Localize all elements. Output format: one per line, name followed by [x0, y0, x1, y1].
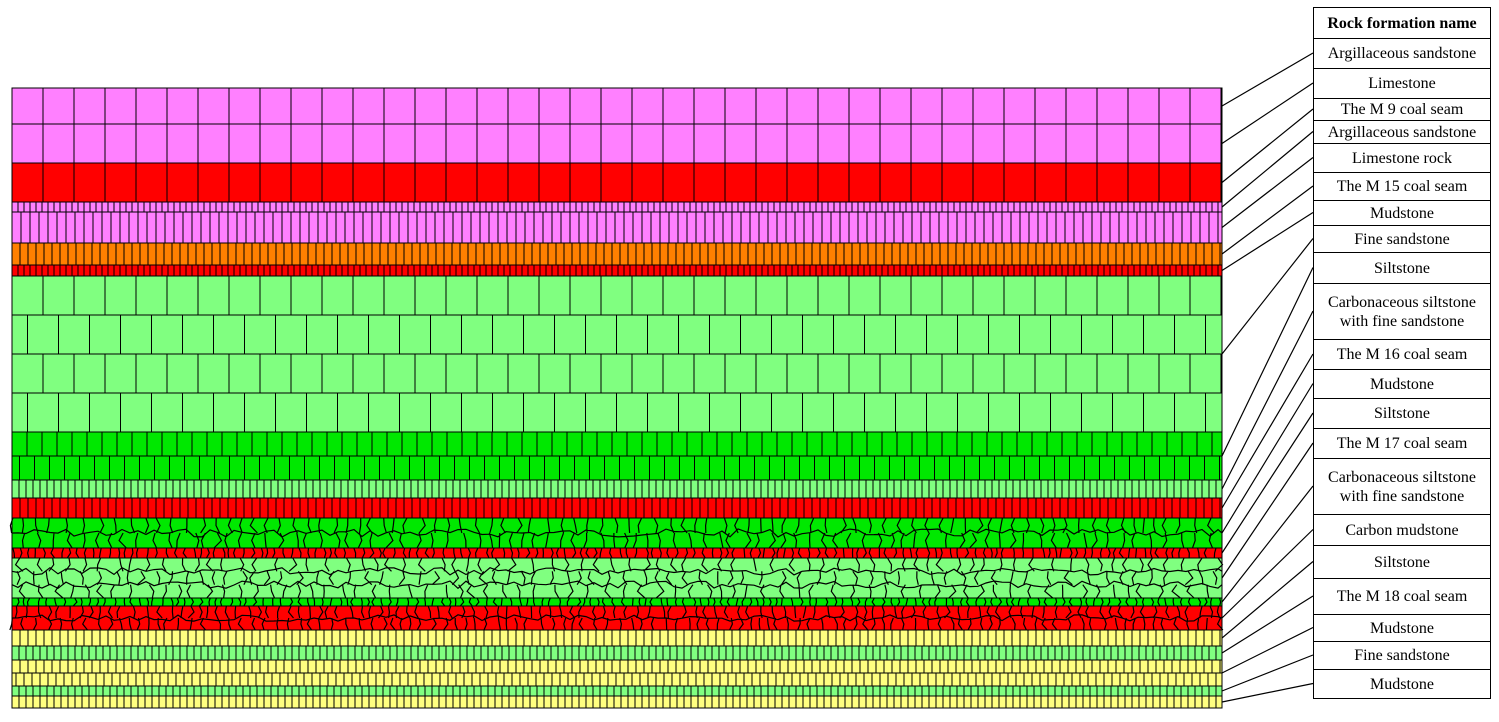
layer-fill [11, 211, 1223, 244]
legend-item: The M 18 coal seam [1314, 578, 1490, 614]
legend-item: Siltstone [1314, 252, 1490, 283]
layer-fill [11, 557, 1223, 599]
strata-layer [11, 242, 1223, 266]
strata-layer [11, 211, 1223, 244]
strata-model [9, 87, 1224, 709]
strata-layer [11, 685, 1223, 697]
strata-layer [11, 547, 1223, 559]
strata-layer [11, 479, 1223, 499]
legend-item: Limestone rock [1314, 143, 1490, 172]
strata-layer [11, 162, 1223, 203]
layer-fill [11, 201, 1223, 213]
legend-item: Carbonaceous siltstone with fine sandsto… [1314, 458, 1490, 514]
legend-item: Mudstone [1314, 369, 1490, 398]
strata-layer [11, 275, 1223, 433]
strata-layer [9, 517, 1223, 549]
strata-layer [11, 431, 1223, 481]
strata-layer [11, 557, 1224, 599]
legend-item: Carbon mudstone [1314, 514, 1490, 545]
legend-item: Argillaceous sandstone [1314, 120, 1490, 143]
legend-item: Mudstone [1314, 614, 1490, 641]
legend-item: Mudstone [1314, 669, 1490, 698]
strata-layer [11, 87, 1223, 125]
strata-layer [11, 123, 1223, 164]
legend-item: Fine sandstone [1314, 641, 1490, 669]
layer-fill [11, 264, 1223, 277]
legend-item: Siltstone [1314, 545, 1490, 578]
layer-fill [11, 123, 1223, 164]
layer-fill [11, 497, 1223, 519]
layer-fill [11, 629, 1223, 647]
legend-item: The M 16 coal seam [1314, 339, 1490, 369]
legend-item: Limestone [1314, 68, 1490, 98]
legend-table: Rock formation name Argillaceous sandsto… [1313, 7, 1491, 699]
strata-layer [11, 645, 1223, 661]
strata-layer [11, 264, 1223, 277]
strata-layer [11, 597, 1223, 607]
legend-item: The M 17 coal seam [1314, 428, 1490, 458]
strata-layer [11, 201, 1223, 213]
legend-item: Fine sandstone [1314, 225, 1490, 252]
legend-item: Siltstone [1314, 398, 1490, 428]
layer-fill [11, 605, 1223, 631]
layer-fill [11, 162, 1223, 203]
legend-item: Mudstone [1314, 200, 1490, 225]
layer-fill [11, 242, 1223, 266]
layer-fill [11, 547, 1223, 559]
strata-layer [11, 629, 1223, 647]
legend-header: Rock formation name [1327, 14, 1477, 32]
strata-layer [11, 659, 1223, 687]
legend-item: Argillaceous sandstone [1314, 38, 1490, 68]
legend-item: Carbonaceous siltstone with fine sandsto… [1314, 283, 1490, 339]
layer-fill [11, 87, 1223, 125]
strata-layer [11, 497, 1223, 519]
legend-item: The M 9 coal seam [1314, 98, 1490, 120]
legend-item: The M 15 coal seam [1314, 172, 1490, 200]
strata-layer [11, 695, 1223, 709]
strata-layer [9, 605, 1224, 631]
